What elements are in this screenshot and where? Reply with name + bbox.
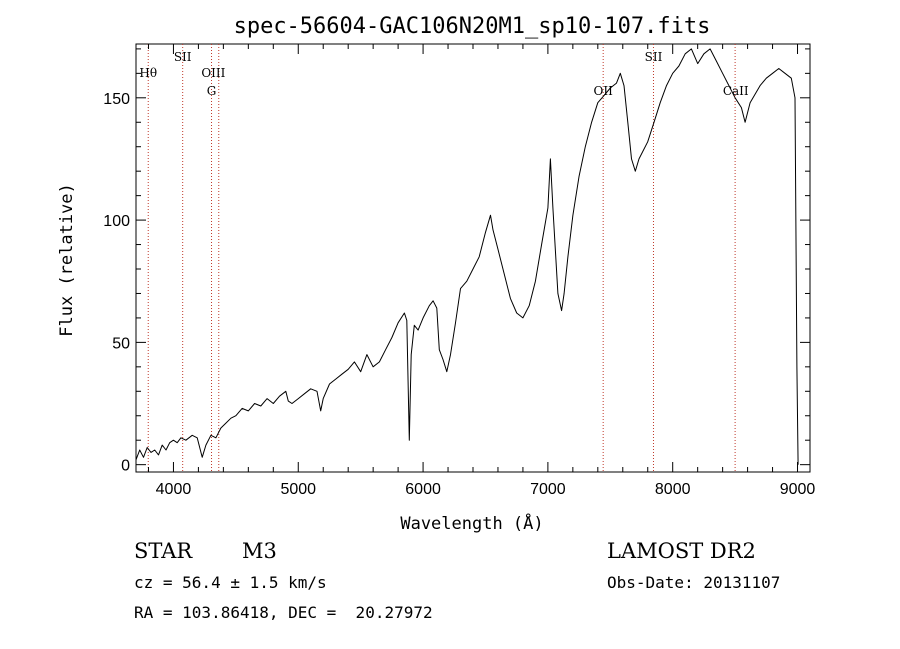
x-tick-label: 5000 <box>280 481 316 498</box>
y-tick-label: 0 <box>121 458 130 475</box>
x-tick-label: 8000 <box>655 481 691 498</box>
object-subclass: M3 <box>242 539 277 563</box>
spectrum-series <box>135 48 799 465</box>
y-axis-label: Flux (relative) <box>57 183 77 337</box>
spectrum-line <box>135 48 799 465</box>
y-tick-label: 100 <box>103 213 130 230</box>
observation-date: Obs-Date: 20131107 <box>607 573 781 592</box>
redshift-value: cz = 56.4 ± 1.5 km/s <box>134 573 327 592</box>
x-tick-label: 7000 <box>530 481 566 498</box>
line-label: G <box>207 84 217 98</box>
line-label: OIII <box>201 66 225 80</box>
axis-ticks: 4000 5000 6000 7000 8000 9000 0 50 100 150 <box>103 44 815 498</box>
x-tick-label: 9000 <box>780 481 816 498</box>
line-label: CaII <box>723 84 749 98</box>
line-label: Hθ <box>139 66 157 80</box>
line-label: SII <box>174 50 192 64</box>
line-label: OII <box>594 84 614 98</box>
emission-line-markers <box>147 44 736 472</box>
x-axis-label: Wavelength (Å) <box>400 512 543 534</box>
coordinates: RA = 103.86418, DEC = 20.27972 <box>134 603 433 622</box>
line-labels: Hθ SII OIII G OII SII CaII <box>139 50 749 98</box>
x-tick-label: 4000 <box>156 481 192 498</box>
line-label: SII <box>645 50 663 64</box>
plot-area <box>135 43 811 473</box>
x-tick-label: 6000 <box>405 481 441 498</box>
survey-name: LAMOST DR2 <box>607 539 756 563</box>
y-tick-label: 50 <box>112 335 130 352</box>
object-class: STAR <box>134 539 193 563</box>
chart-title: spec-56604-GAC106N20M1_sp10-107.fits <box>234 14 711 39</box>
y-tick-label: 150 <box>103 91 130 108</box>
plot-frame <box>135 43 811 473</box>
